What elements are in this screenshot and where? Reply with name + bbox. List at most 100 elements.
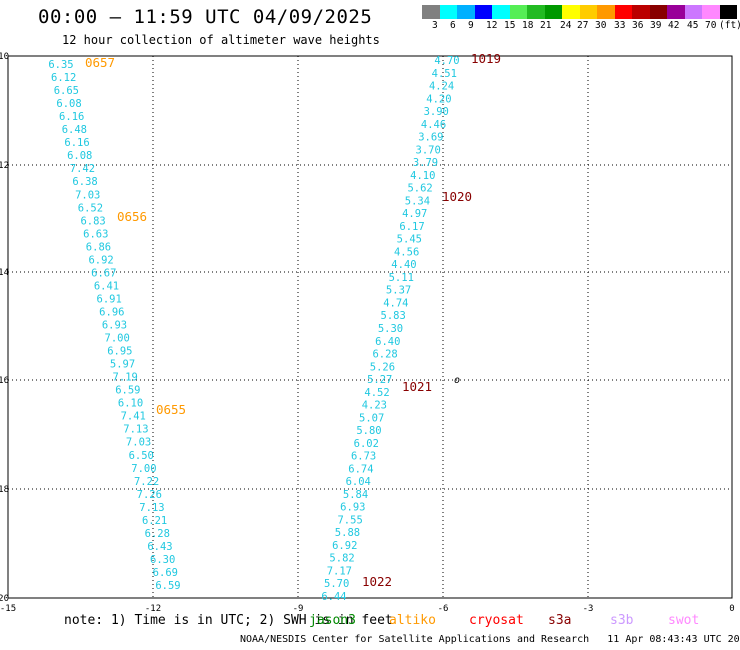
map-frame	[7, 55, 733, 599]
swh-value-left: 6.93	[102, 320, 127, 332]
swh-value-right: 4.40	[391, 259, 416, 271]
pass-time-label: 0657	[85, 55, 115, 70]
swh-value-right: 4.20	[426, 93, 451, 105]
swh-value-right: 5.82	[329, 553, 354, 565]
lon-tick-label: 0	[729, 604, 734, 614]
swh-value-left: 7.03	[126, 437, 151, 449]
swh-value-left: 6.65	[54, 85, 79, 97]
swh-value-right: 5.37	[386, 285, 411, 297]
lat-tick-label: -12	[0, 161, 9, 171]
swh-value-left: 6.83	[80, 215, 105, 227]
colorbar-label: 42	[668, 20, 680, 31]
colorbar-unit: (ft)	[719, 20, 740, 31]
swh-value-left: 6.08	[67, 150, 92, 162]
swh-value-right: 5.88	[335, 527, 360, 539]
lon-tick-label: -6	[438, 604, 449, 614]
lat-tick-label: -18	[0, 485, 9, 495]
pass-time-label: 1022	[362, 574, 392, 589]
pass-time-label: 0655	[156, 402, 186, 417]
swh-value-right: 6.04	[346, 476, 371, 488]
swh-value-left: 6.67	[91, 267, 116, 279]
lat-tick-label: -10	[0, 52, 9, 62]
swh-value-left: 6.41	[94, 280, 119, 292]
swh-value-right: 4.97	[402, 208, 427, 220]
legend-jason3: jason3	[309, 613, 356, 628]
colorbar-label: 70	[705, 20, 717, 31]
swh-value-left: 7.26	[137, 489, 162, 501]
swh-value-right: 4.10	[410, 170, 435, 182]
swh-value-left: 6.96	[99, 306, 124, 318]
swh-value-left: 5.97	[110, 359, 135, 371]
location-marker: o	[454, 375, 460, 386]
legend-altiko: altiko	[389, 613, 436, 628]
colorbar-swatch	[632, 5, 650, 19]
swh-value-left: 6.86	[86, 241, 111, 253]
lon-tick-label: -9	[293, 604, 304, 614]
swh-value-left: 6.69	[153, 567, 178, 579]
lat-tick-label: -16	[0, 376, 9, 386]
swh-value-right: 4.51	[432, 68, 457, 80]
colorbar-swatch	[422, 5, 440, 19]
swh-value-left: 7.03	[75, 189, 100, 201]
swh-value-left: 7.22	[134, 476, 159, 488]
colorbar-swatch	[719, 5, 737, 19]
swh-value-right: 6.44	[321, 591, 346, 603]
swh-value-right: 5.80	[356, 425, 381, 437]
swh-value-right: 4.56	[394, 246, 419, 258]
swh-value-left: 6.16	[59, 111, 84, 123]
colorbar-label: 3	[432, 20, 438, 31]
lon-tick-label: -15	[0, 604, 16, 614]
swh-value-right: 6.28	[372, 349, 397, 361]
footer-credit: NOAA/NESDIS Center for Satellite Applica…	[240, 634, 740, 645]
swh-value-right: 4.24	[429, 81, 454, 93]
colorbar-label: 18	[522, 20, 534, 31]
colorbar-swatch	[684, 5, 702, 19]
colorbar-label: 12	[486, 20, 498, 31]
swh-value-right: 6.93	[340, 502, 365, 514]
colorbar-label: 21	[540, 20, 552, 31]
swh-value-right: 6.92	[332, 540, 357, 552]
colorbar-label: 36	[632, 20, 644, 31]
legend-s3a: s3a	[548, 613, 572, 628]
swh-value-left: 7.19	[113, 372, 138, 384]
swh-value-left: 7.41	[121, 411, 146, 423]
note-text: note: 1) Time is in UTC; 2) SWH is in fe…	[64, 613, 393, 628]
colorbar-labels: 3 6 9 12 15 18 21 24 27 30 33 36 39 42 45 70 (ft)	[422, 20, 740, 34]
swh-value-right: 3.79	[413, 157, 438, 169]
swh-value-left: 6.91	[97, 293, 122, 305]
lat-tick-label: -14	[0, 268, 9, 278]
map-subtitle: 12 hour collection of altimeter wave hei…	[62, 33, 380, 47]
swh-value-right: 6.73	[351, 451, 376, 463]
pass-time-label: 1020	[442, 189, 472, 204]
pass-time-label: 1021	[402, 379, 432, 394]
swh-value-left: 7.13	[139, 502, 164, 514]
swh-value-right: 5.70	[324, 578, 349, 590]
colorbar-label: 45	[687, 20, 699, 31]
colorbar-label: 33	[614, 20, 626, 31]
pass-time-label: 1019	[471, 51, 501, 66]
legend-cryosat: cryosat	[469, 613, 524, 628]
swh-value-right: 3.70	[416, 144, 441, 156]
colorbar-swatch	[597, 5, 615, 19]
swh-value-right: 7.17	[327, 565, 352, 577]
swh-value-right: 4.52	[364, 387, 389, 399]
swh-value-left: 6.59	[155, 580, 180, 592]
swh-value-left: 6.35	[48, 59, 73, 71]
lat-tick-label: -20	[0, 594, 9, 604]
swh-value-right: 5.84	[343, 489, 368, 501]
swh-value-right: 4.74	[383, 297, 408, 309]
swh-value-right: 5.11	[389, 272, 414, 284]
swh-value-right: 6.74	[348, 463, 373, 475]
colorbar-swatch	[509, 5, 527, 19]
colorbar-swatch	[702, 5, 720, 19]
swh-value-left: 6.21	[142, 515, 167, 527]
swh-value-left: 6.48	[62, 124, 87, 136]
swh-value-right: 5.26	[370, 361, 395, 373]
swh-value-right: 5.27	[367, 374, 392, 386]
colorbar-swatch	[649, 5, 667, 19]
swh-value-right: 4.46	[421, 119, 446, 131]
colorbar-swatch	[457, 5, 475, 19]
swh-value-left: 6.52	[78, 202, 103, 214]
colorbar-label: 24	[560, 20, 572, 31]
